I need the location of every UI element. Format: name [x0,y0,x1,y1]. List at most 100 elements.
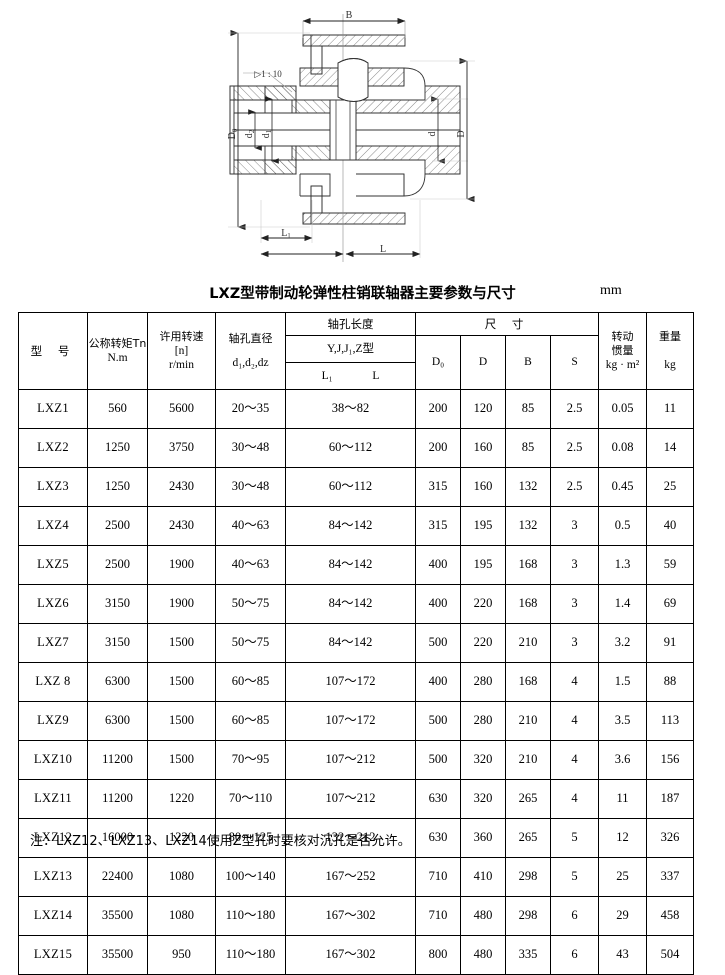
cell-D: 160 [460,428,506,468]
cell-D0: 710 [415,896,461,936]
cell-B: 210 [505,701,551,741]
cell-D0: 500 [415,740,461,780]
cell-S: 4 [549,740,600,780]
dimension-label-d1: d1 [261,129,273,138]
cell-S: 6 [549,935,600,975]
dimension-label-L1: L1 [281,228,291,240]
cell-weight: 59 [646,545,695,585]
cell-speed: 1900 [147,584,216,624]
cell-S: 4 [549,779,600,819]
cell-torque: 11200 [87,779,148,819]
cell-torque: 3150 [87,623,148,663]
cell-D: 220 [460,584,506,624]
cell-bore-dia: 40～63 [215,545,286,585]
header-B: B [505,335,551,390]
cell-B: 132 [505,467,551,507]
cell-S: 4 [549,662,600,702]
cell-inertia: 11 [598,779,648,819]
cell-torque: 6300 [87,662,148,702]
table-row: LXZ 8 6300 1500 60～85 107～172 400 280 168 4 1.5 88 [18,662,695,702]
cell-D: 280 [460,701,506,741]
header-dimensions: 尺 寸 [414,312,600,336]
table-row: LXZ7 3150 1500 50～75 84～142 500 220 210 3 3.2 91 [18,623,695,663]
cell-bore-len: 107～212 [285,779,416,819]
table-row: LXZ13 22400 1080 100～140 167～252 710 410 298 5 25… [18,857,695,897]
cell-inertia: 1.3 [598,545,648,585]
dimension-label-B: B [346,10,353,21]
cell-bore-len: 60～112 [285,467,416,507]
cell-B: 210 [505,740,551,780]
cell-inertia: 1.5 [598,662,648,702]
cell-bore-dia: 100～140 [215,857,286,897]
cell-inertia: 3.5 [598,701,648,741]
header-bore-length-L1-L: L₁ L [285,362,416,390]
cell-bore-len: 84～142 [285,584,416,624]
cell-bore-dia: 30～48 [215,428,286,468]
cell-speed: 1220 [147,779,216,819]
cell-B: 85 [505,428,551,468]
cell-D: 360 [460,818,506,858]
cell-S: 6 [549,896,600,936]
technical-drawing: B D0 d2 d1 d D L1 L ▷1 : 10 [0,0,725,272]
cell-bore-dia: 50～75 [215,623,286,663]
cell-torque: 16000 [87,818,148,858]
header-torque-unit: N.m [107,351,128,364]
cell-D: 320 [460,740,506,780]
cell-B: 335 [505,935,551,975]
cell-S: 4 [549,701,600,741]
cell-speed: 1500 [147,662,216,702]
cell-bore-dia: 60～85 [215,662,286,702]
cell-inertia: 0.05 [598,389,648,429]
header-L1: L₁ [321,369,333,382]
cell-bore-dia: 60～85 [215,701,286,741]
cell-B: 298 [505,896,551,936]
cell-speed: 5600 [147,389,216,429]
cell-weight: 337 [646,857,695,897]
cell-speed: 1500 [147,701,216,741]
cell-torque: 2500 [87,506,148,546]
cell-B: 168 [505,662,551,702]
taper-note-label: ▷1 : 10 [254,69,282,79]
cell-weight: 504 [646,935,695,975]
table-row: LXZ4 2500 2430 40～63 84～142 315 195 132 3 0.5 40 [18,506,695,546]
cell-B: 132 [505,506,551,546]
cell-speed: 950 [147,935,216,975]
cell-D0: 315 [415,506,461,546]
header-inertia-cn1: 转动 [611,330,634,344]
cell-bore-len: 38～82 [285,389,416,429]
header-L: L [372,369,380,382]
cell-speed: 2430 [147,467,216,507]
header-bore-diameter: 轴孔直径 d₁,d₂,dz [215,312,286,390]
cell-bore-len: 84～142 [285,545,416,585]
cell-S: 3 [549,506,600,546]
cell-model: LXZ10 [18,740,88,780]
cell-bore-len: 107～172 [285,662,416,702]
cell-speed: 3750 [147,428,216,468]
cell-bore-dia: 110～180 [215,896,286,936]
header-speed-cn: 许用转速 [159,329,204,343]
cell-D0: 500 [415,623,461,663]
cell-torque: 1250 [87,467,148,507]
cell-bore-len: 167～302 [285,935,416,975]
table-footnote: 注：LXZ12、LXZ13、LXZ14使用Z型孔时要核对沉孔是否允许。 [30,834,411,849]
table-row: LXZ10 11200 1500 70～95 107～212 500 320 210 4 3.6 1… [18,740,695,780]
table-row: LXZ14 35500 1080 110～180 167～302 710 480 298 6 29… [18,896,695,936]
cell-weight: 14 [646,428,695,468]
cell-speed: 2430 [147,506,216,546]
cell-model: LXZ2 [18,428,88,468]
dimension-label-d: d [427,132,438,137]
cell-D0: 630 [415,818,461,858]
cell-model: LXZ12 [18,818,88,858]
cell-inertia: 25 [598,857,648,897]
cell-weight: 69 [646,584,695,624]
cell-S: 2.5 [549,467,600,507]
cell-inertia: 3.6 [598,740,648,780]
cell-torque: 6300 [87,701,148,741]
header-weight: 重量 kg [646,312,695,390]
cell-inertia: 0.08 [598,428,648,468]
page-title: LXZ型带制动轮弹性柱销联轴器主要参数与尺寸 [209,286,516,302]
specification-table: 型 号 公称转矩Tn N.m 许用转速 [n] r/min 轴孔直径 d₁,d₂… [18,312,695,975]
table-row: LXZ6 3150 1900 50～75 84～142 400 220 168 3 1.4 69 [18,584,695,624]
cell-model: LXZ5 [18,545,88,585]
cell-B: 168 [505,545,551,585]
